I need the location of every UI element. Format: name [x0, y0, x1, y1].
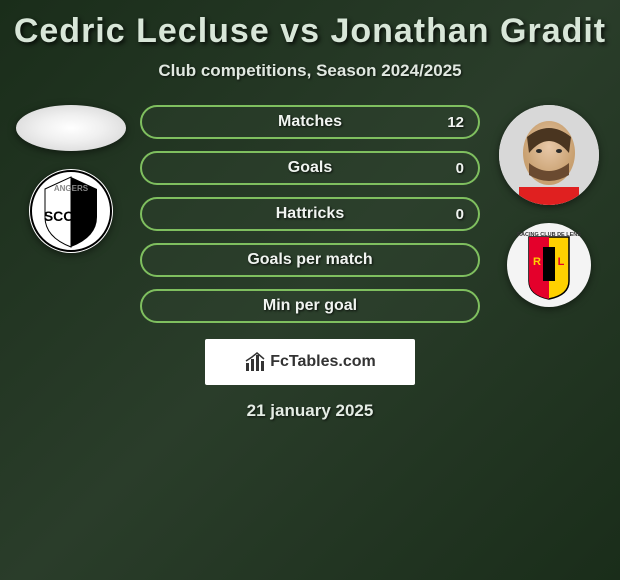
- svg-text:ANGERS: ANGERS: [54, 184, 89, 193]
- stat-value-p2: 0: [456, 160, 464, 177]
- stat-bar-matches: Matches 12: [140, 105, 480, 139]
- stat-bar-goals-per-match: Goals per match: [140, 243, 480, 277]
- player2-photo: [499, 105, 599, 205]
- stat-label: Goals per match: [247, 251, 372, 269]
- stats-column: Matches 12 Goals 0 Hattricks 0 Goals per match…: [140, 105, 480, 323]
- svg-text:L: L: [558, 256, 565, 268]
- stat-bar-goals: Goals 0: [140, 151, 480, 185]
- page-title: Cedric Lecluse vs Jonathan Gradit: [0, 0, 620, 51]
- player1-club-badge: ANGERS SCO: [29, 169, 113, 253]
- brand-text: FcTables.com: [270, 353, 376, 371]
- stat-bar-min-per-goal: Min per goal: [140, 289, 480, 323]
- stat-value-p2: 12: [447, 114, 464, 131]
- svg-text:SCO: SCO: [44, 208, 74, 224]
- angers-sco-icon: ANGERS SCO: [29, 169, 113, 253]
- rc-lens-icon: RACING CLUB DE LENS R L: [507, 223, 591, 307]
- stat-label: Hattricks: [276, 205, 344, 223]
- date-text: 21 january 2025: [0, 401, 620, 421]
- svg-text:R: R: [533, 256, 541, 268]
- subtitle: Club competitions, Season 2024/2025: [0, 61, 620, 81]
- bar-chart-icon: [244, 351, 266, 373]
- comparison-content: ANGERS SCO Matches12Goals0Hattricks0Goal…: [0, 105, 620, 323]
- brand-watermark: FcTables.com: [205, 339, 415, 385]
- stat-value-p2: 0: [456, 206, 464, 223]
- stat-label: Matches: [278, 113, 342, 131]
- stat-bar-hattricks: Hattricks 0: [140, 197, 480, 231]
- player2-club-badge: RACING CLUB DE LENS R L: [507, 223, 591, 307]
- player1-column: ANGERS SCO: [16, 105, 126, 253]
- player2-column: RACING CLUB DE LENS R L: [494, 105, 604, 307]
- svg-text:RACING CLUB DE LENS: RACING CLUB DE LENS: [517, 232, 581, 238]
- player1-photo: [16, 105, 126, 151]
- stat-label: Min per goal: [263, 297, 357, 315]
- stat-label: Goals: [288, 159, 332, 177]
